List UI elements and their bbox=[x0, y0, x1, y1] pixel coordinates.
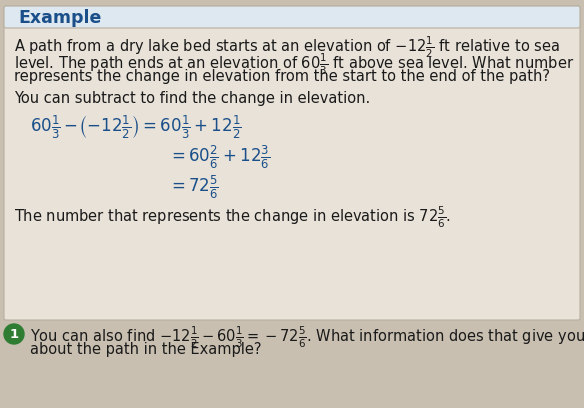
FancyBboxPatch shape bbox=[4, 6, 580, 28]
Circle shape bbox=[4, 324, 24, 344]
Bar bbox=[6, 8, 578, 23]
Text: The number that represents the change in elevation is $72\frac{5}{6}$.: The number that represents the change in… bbox=[14, 205, 451, 231]
FancyBboxPatch shape bbox=[4, 6, 580, 320]
Text: You can also find $-12\frac{1}{2} - 60\frac{1}{3} = -72\frac{5}{6}$. What inform: You can also find $-12\frac{1}{2} - 60\f… bbox=[30, 325, 584, 350]
Text: A path from a dry lake bed starts at an elevation of $-12\frac{1}{2}$ ft relativ: A path from a dry lake bed starts at an … bbox=[14, 35, 560, 60]
Text: You can subtract to find the change in elevation.: You can subtract to find the change in e… bbox=[14, 91, 370, 106]
Text: $60\frac{1}{3} - \!\left(-12\frac{1}{2}\right) = 60\frac{1}{3} + 12\frac{1}{2}$: $60\frac{1}{3} - \!\left(-12\frac{1}{2}\… bbox=[30, 114, 242, 142]
Text: Example: Example bbox=[18, 9, 102, 27]
Text: $= 60\frac{2}{6} + 12\frac{3}{6}$: $= 60\frac{2}{6} + 12\frac{3}{6}$ bbox=[168, 144, 270, 171]
Text: $= 72\frac{5}{6}$: $= 72\frac{5}{6}$ bbox=[168, 174, 219, 202]
Text: 1: 1 bbox=[9, 328, 19, 341]
Text: level. The path ends at an elevation of $60\frac{1}{3}$ ft above sea level. What: level. The path ends at an elevation of … bbox=[14, 52, 574, 78]
Text: represents the change in elevation from the start to the end of the path?: represents the change in elevation from … bbox=[14, 69, 550, 84]
Text: about the path in the Example?: about the path in the Example? bbox=[30, 342, 262, 357]
